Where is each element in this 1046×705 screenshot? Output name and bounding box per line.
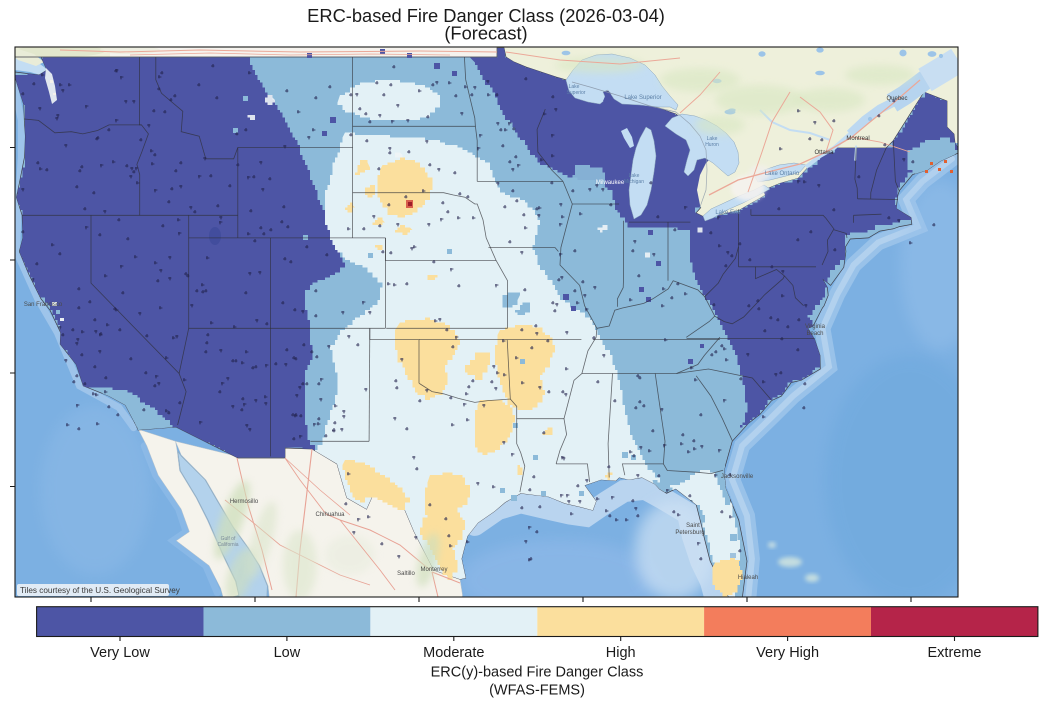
svg-text:Hialeah: Hialeah <box>738 575 758 581</box>
svg-text:Monterrey: Monterrey <box>420 567 447 573</box>
svg-text:(WFAS-FEMS): (WFAS-FEMS) <box>489 683 585 699</box>
svg-text:Lake: Lake <box>569 84 580 90</box>
svg-text:Moderate: Moderate <box>423 645 484 661</box>
svg-text:Virginia: Virginia <box>805 324 826 330</box>
svg-text:Beach: Beach <box>806 331 823 337</box>
svg-text:Montreal: Montreal <box>846 136 869 142</box>
svg-text:Chihuahua: Chihuahua <box>315 512 345 518</box>
svg-text:San Francisco: San Francisco <box>24 302 63 308</box>
svg-text:Jacksonville: Jacksonville <box>721 474 754 480</box>
svg-text:ERC(y)-based Fire Danger Class: ERC(y)-based Fire Danger Class <box>431 665 644 681</box>
svg-text:Extreme: Extreme <box>928 645 982 661</box>
svg-text:High: High <box>606 645 636 661</box>
svg-text:Saltillo: Saltillo <box>397 571 415 577</box>
svg-text:Very Low: Very Low <box>90 645 150 661</box>
svg-text:Gulf of: Gulf of <box>221 536 236 542</box>
svg-text:ERC-based Fire Danger Class (2: ERC-based Fire Danger Class (2026-03-04) <box>307 5 665 26</box>
svg-text:Ottawa: Ottawa <box>814 150 834 156</box>
svg-text:(Forecast): (Forecast) <box>444 23 527 44</box>
svg-text:Lake: Lake <box>629 173 640 179</box>
svg-text:Michigan: Michigan <box>624 179 644 185</box>
svg-text:Hermosillo: Hermosillo <box>230 499 259 505</box>
svg-text:Lake Ontario: Lake Ontario <box>765 171 800 177</box>
svg-text:California: California <box>217 542 238 548</box>
svg-text:Lake Erie: Lake Erie <box>715 210 741 216</box>
svg-text:Superior: Superior <box>567 90 586 96</box>
svg-text:Very High: Very High <box>756 645 819 661</box>
svg-text:Quebec: Quebec <box>886 96 907 102</box>
svg-text:Petersburg: Petersburg <box>675 530 704 536</box>
svg-text:Lake Superior: Lake Superior <box>624 95 661 101</box>
svg-text:Tiles courtesy of the U.S. Geo: Tiles courtesy of the U.S. Geological Su… <box>20 586 181 595</box>
svg-text:Low: Low <box>274 645 301 661</box>
svg-text:Milwaukee: Milwaukee <box>596 180 625 186</box>
svg-text:Lake: Lake <box>707 136 718 142</box>
svg-text:Saint: Saint <box>686 523 700 529</box>
svg-text:Huron: Huron <box>705 142 719 148</box>
